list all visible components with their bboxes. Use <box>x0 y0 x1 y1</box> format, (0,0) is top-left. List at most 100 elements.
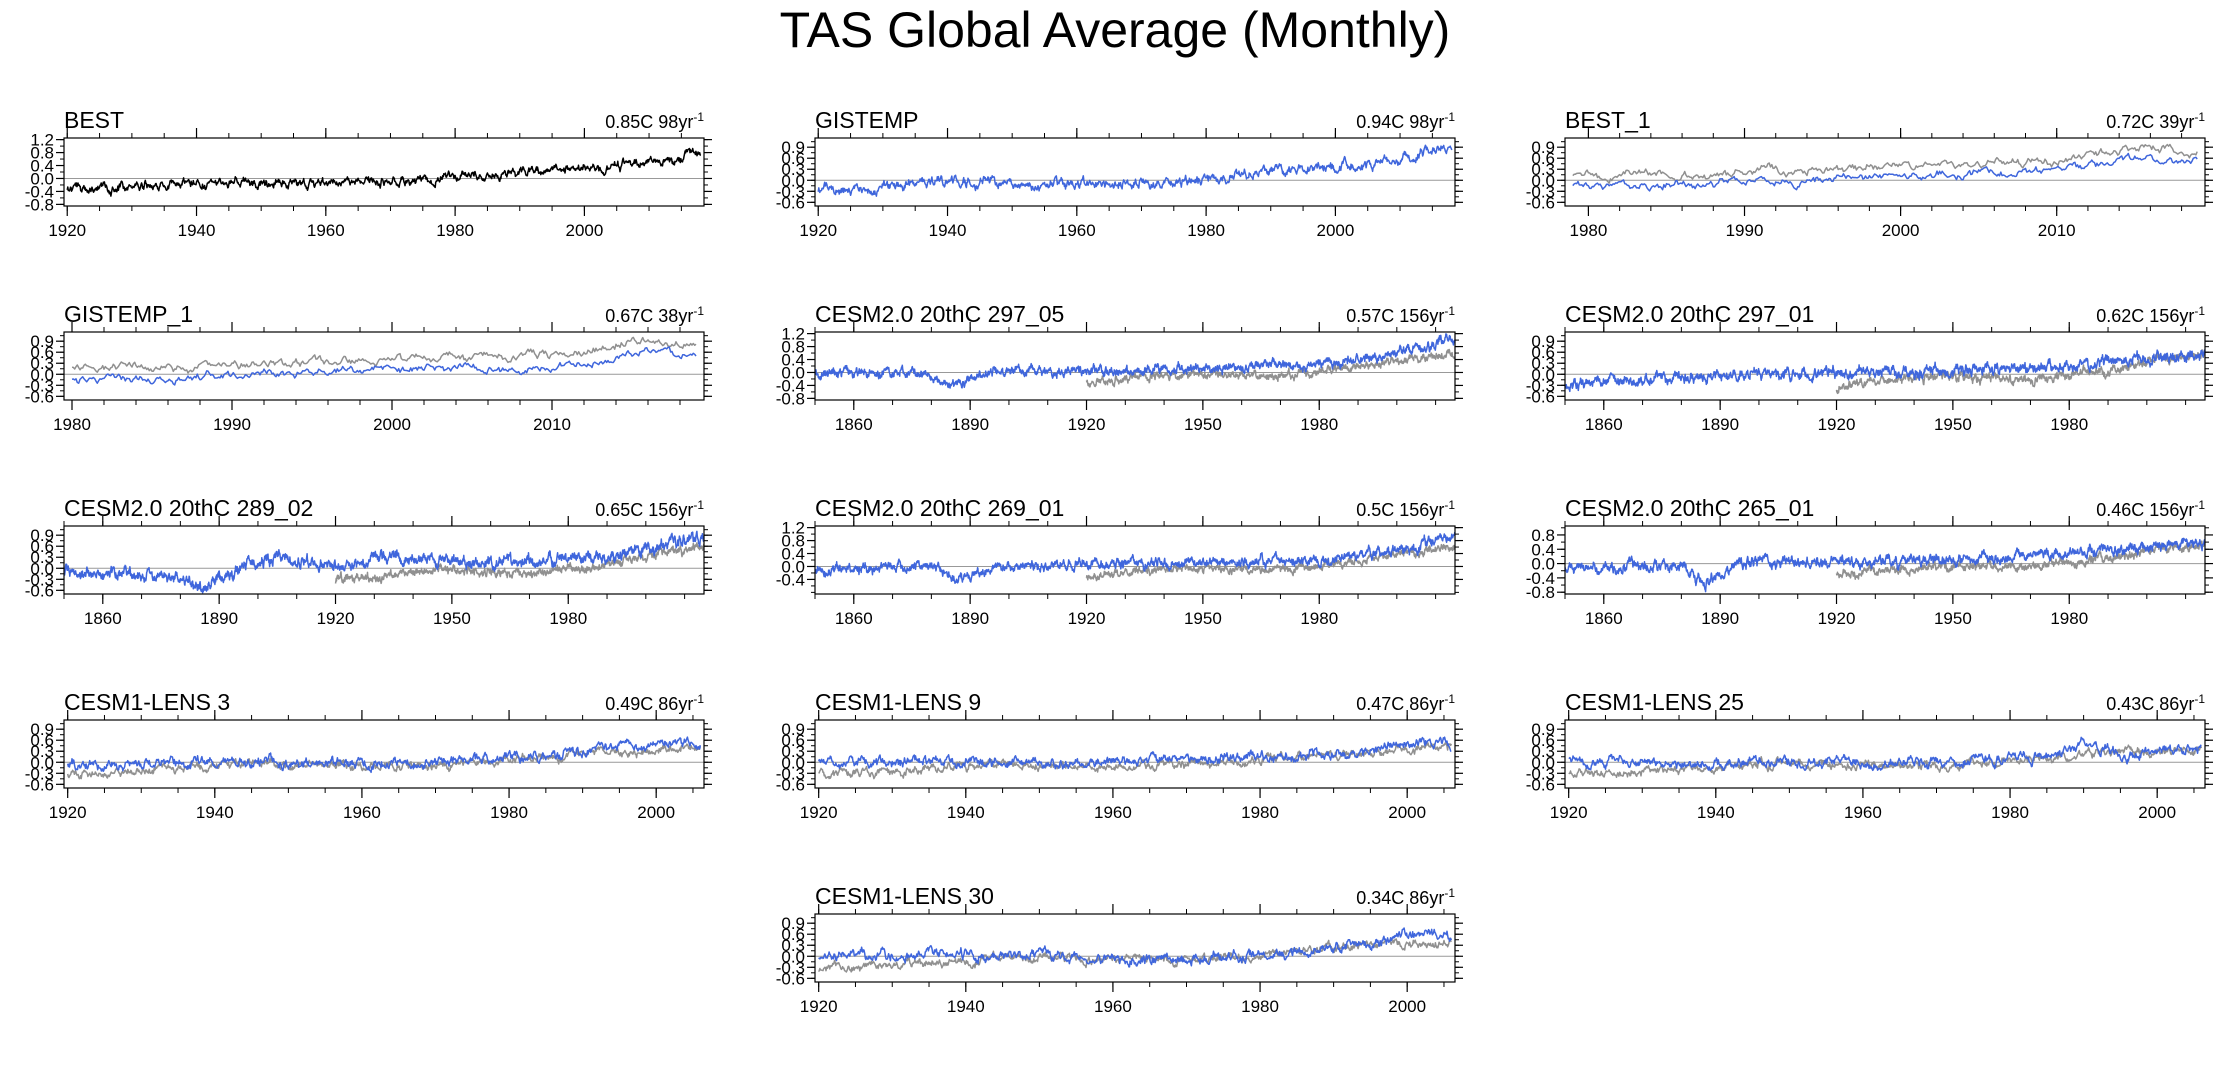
x-tick-label: 1980 <box>2050 609 2088 628</box>
y-tick-label: 0.0 <box>30 753 54 772</box>
y-tick-label: 0.9 <box>30 332 54 351</box>
panel-lens_3: CESM1-LENS 3 0.49C 86yr-1-0.6-0.30.00.30.… <box>25 689 712 822</box>
x-tick-label: 1980 <box>549 609 587 628</box>
y-tick-label: 0.4 <box>781 351 805 370</box>
plot-frame <box>814 525 1456 595</box>
x-tick-label: 2000 <box>373 415 411 434</box>
y-tick-label: 1.2 <box>30 131 54 150</box>
x-tick-label: 2010 <box>2038 221 2076 240</box>
panel-title: CESM1-LENS 9 <box>815 689 981 715</box>
y-tick-label: 0.0 <box>781 363 805 382</box>
y-tick-label: -0.6 <box>25 581 54 600</box>
y-tick-label: -0.3 <box>25 570 54 589</box>
x-tick-label: 2000 <box>637 803 675 822</box>
y-tick-label: 0.0 <box>30 169 54 188</box>
x-tick-label: 1950 <box>1184 415 1222 434</box>
panel-lens_9: CESM1-LENS 9 0.47C 86yr-1-0.6-0.30.00.30.… <box>776 689 1463 822</box>
x-tick-label: 1920 <box>1818 415 1856 434</box>
plot-frame <box>63 525 705 595</box>
x-tick-label: 1920 <box>1068 415 1106 434</box>
x-tick-label: 1860 <box>84 609 122 628</box>
x-tick-label: 1980 <box>1300 609 1338 628</box>
y-tick-label: 0.3 <box>781 936 805 955</box>
y-tick-label: 0.0 <box>781 557 805 576</box>
x-tick-label: 1920 <box>1550 803 1588 822</box>
x-tick-label: 1990 <box>213 415 251 434</box>
x-tick-label: 1950 <box>1934 415 1972 434</box>
plot-frame <box>63 137 705 207</box>
x-tick-label: 1940 <box>947 997 985 1016</box>
y-tick-label: 0.6 <box>30 537 54 556</box>
y-tick-label: -0.4 <box>776 376 805 395</box>
panel-title: CESM1-LENS 25 <box>1565 689 1744 715</box>
y-tick-label: 0.6 <box>30 343 54 362</box>
y-tick-label: 0.6 <box>781 149 805 168</box>
plot-frame <box>814 719 1456 789</box>
y-tick-label: 1.2 <box>781 519 805 538</box>
y-tick-label: -0.3 <box>1526 182 1555 201</box>
figure-title: TAS Global Average (Monthly) <box>779 2 1451 58</box>
panel-title: CESM2.0 20thC 269_01 <box>815 495 1064 521</box>
panel-title: CESM2.0 20thC 265_01 <box>1565 495 1814 521</box>
panel-cesm2_297_01: CESM2.0 20thC 297_01 0.62C 156yr-1 -0.6-0.… <box>1526 301 2213 434</box>
panel-gistemp_1: GISTEMP_1 0.67C 38yr-1 -0.6-0.30.00.30.60.… <box>25 301 712 434</box>
panel-stat: 0.34C 86yr-1 <box>1356 886 1455 908</box>
y-tick-label: -0.4 <box>25 182 54 201</box>
x-tick-label: 1920 <box>800 803 838 822</box>
series-line-model <box>66 736 702 774</box>
y-tick-label: 0.6 <box>781 731 805 750</box>
x-tick-label: 1940 <box>929 221 967 240</box>
panel-title: CESM2.0 20thC 289_02 <box>64 495 313 521</box>
y-tick-label: 0.9 <box>781 138 805 157</box>
panel-stat: 0.72C 39yr-1 <box>2106 110 2205 132</box>
y-tick-label: -0.4 <box>776 570 805 589</box>
x-tick-label: 2000 <box>2138 803 2176 822</box>
x-tick-label: 1890 <box>951 609 989 628</box>
series-line-model <box>1568 736 2202 772</box>
series-line-model <box>1565 349 2205 393</box>
y-tick-label: 0.6 <box>1531 731 1555 750</box>
x-tick-label: 1860 <box>835 609 873 628</box>
y-tick-label: 0.3 <box>1531 354 1555 373</box>
x-tick-label: 1980 <box>490 803 528 822</box>
y-tick-label: 0.9 <box>1531 138 1555 157</box>
series-line-model <box>64 530 704 594</box>
x-tick-label: 1920 <box>317 609 355 628</box>
y-tick-label: -0.8 <box>776 389 805 408</box>
plot-frame <box>814 913 1456 983</box>
series-line-obs <box>1085 348 1455 388</box>
y-tick-label: 0.9 <box>1531 332 1555 351</box>
series-line-model <box>815 333 1455 389</box>
x-tick-label: 1920 <box>1068 609 1106 628</box>
panel-title: GISTEMP_1 <box>64 301 193 327</box>
x-tick-label: 1960 <box>1094 803 1132 822</box>
panel-stat: 0.47C 86yr-1 <box>1356 692 1455 714</box>
panel-lens_30: CESM1-LENS 30 0.34C 86yr-1-0.6-0.30.00.30… <box>776 883 1463 1016</box>
x-tick-label: 1860 <box>835 415 873 434</box>
y-tick-label: -0.3 <box>776 182 805 201</box>
x-tick-label: 1920 <box>1818 609 1856 628</box>
x-tick-label: 1940 <box>196 803 234 822</box>
y-tick-label: 0.0 <box>781 753 805 772</box>
y-tick-label: 0.9 <box>1531 720 1555 739</box>
y-tick-label: 0.0 <box>1531 171 1555 190</box>
x-tick-label: 1980 <box>1187 221 1225 240</box>
panel-stat: 0.46C 156yr-1 <box>2096 498 2205 520</box>
y-tick-label: 0.8 <box>781 338 805 357</box>
y-tick-label: 0.8 <box>30 144 54 163</box>
x-tick-label: 1890 <box>1701 609 1739 628</box>
y-tick-label: 0.3 <box>781 742 805 761</box>
panel-stat: 0.85C 98yr-1 <box>605 110 704 132</box>
y-tick-label: -0.3 <box>1526 376 1555 395</box>
x-tick-label: 2010 <box>533 415 571 434</box>
panel-title: CESM1-LENS 30 <box>815 883 994 909</box>
panel-title: BEST <box>64 107 124 133</box>
series-line-obs <box>1835 540 2205 580</box>
y-tick-label: 0.4 <box>1531 540 1555 559</box>
y-tick-label: -0.6 <box>25 387 54 406</box>
panel-title: BEST_1 <box>1565 107 1651 133</box>
x-tick-label: 1860 <box>1585 415 1623 434</box>
y-tick-label: 0.9 <box>781 914 805 933</box>
x-tick-label: 1950 <box>433 609 471 628</box>
